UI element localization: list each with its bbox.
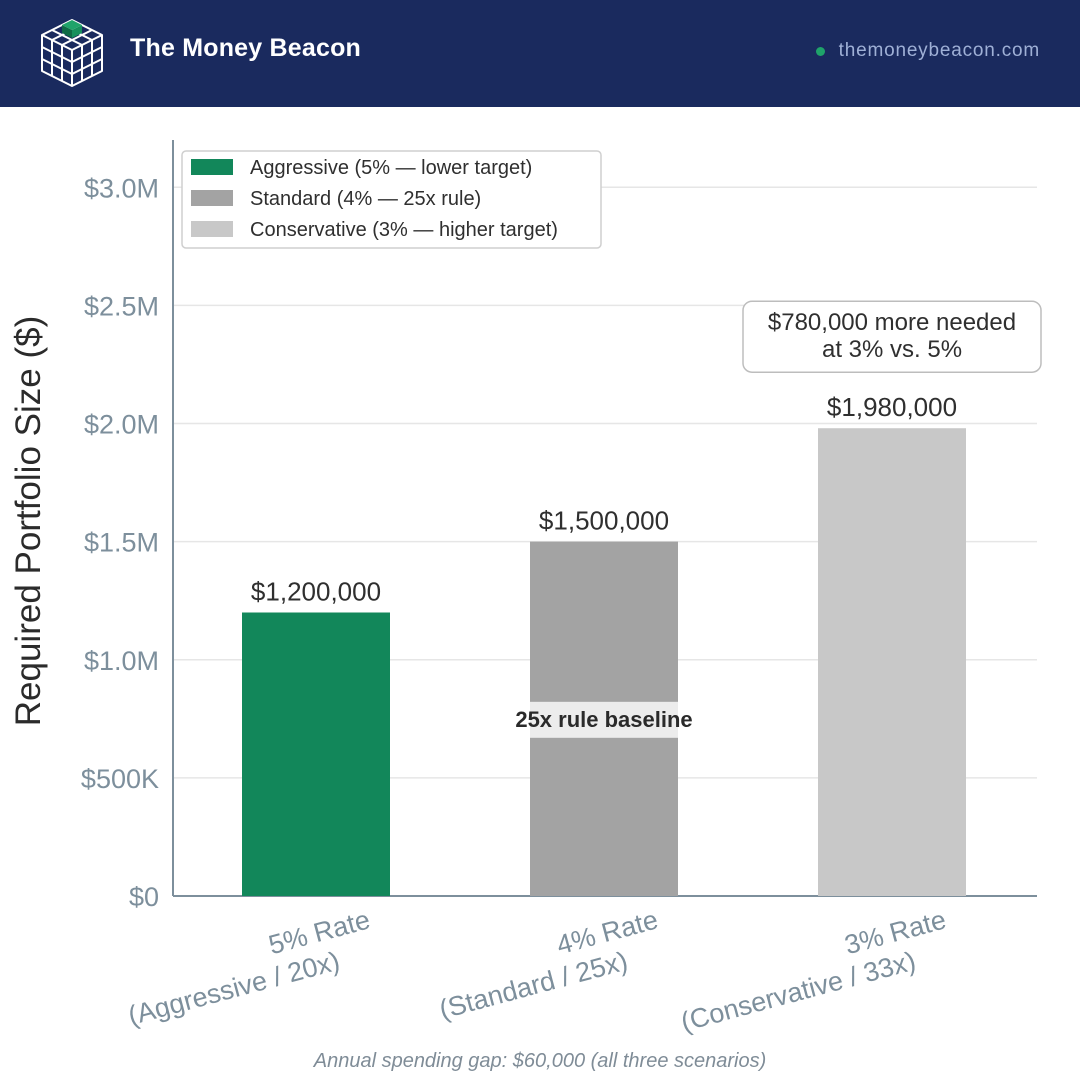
y-tick-label: $2.5M [84, 291, 159, 321]
legend-label: Standard (4% — 25x rule) [250, 188, 481, 210]
x-tick-labels: 5% Rate(Aggressive / 20x) 4% Rate(Standar… [117, 904, 957, 1037]
y-axis-label: Required Portfolio Size ($) [9, 316, 48, 726]
status-dot-icon [815, 46, 825, 56]
legend-label: Conservative (3% — higher target) [250, 219, 558, 241]
cube-grid-icon [41, 19, 103, 87]
bar-chart: $0 $500K $1.0M $1.5M $2.0M $2.5M $3.0M $1,200,… [9, 140, 1042, 1037]
x-tick-label-line: (Standard / 25x) [436, 946, 631, 1025]
x-tick-label: 5% Rate(Aggressive / 20x) [117, 904, 382, 1031]
x-tick-label-line: (Conservative / 33x) [678, 946, 919, 1038]
x-tick-label: 3% Rate(Conservative / 33x) [669, 904, 957, 1037]
y-tick-label: $1.0M [84, 646, 159, 676]
x-tick-label: 4% Rate(Standard / 25x) [428, 904, 670, 1024]
y-tick-label: $2.0M [84, 410, 159, 440]
callout-box [742, 300, 1042, 373]
site-url[interactable]: themoneybeacon.com [838, 40, 1040, 61]
legend-swatch [191, 159, 233, 175]
header-bar: The Money Beacon themoneybeacon.com [0, 0, 1080, 107]
bar-value-label: $1,980,000 [827, 392, 957, 422]
callout-text: $780,000 more needed [768, 309, 1016, 336]
legend: Aggressive (5% — lower target) Standard (… [181, 150, 602, 249]
bar [818, 428, 966, 896]
brand-name: The Money Beacon [130, 34, 362, 62]
legend-swatch [191, 190, 233, 206]
y-tick-label: $3.0M [84, 173, 159, 203]
bar [242, 612, 390, 896]
bar-value-label: $1,200,000 [251, 577, 381, 607]
y-tick-label: $0 [129, 882, 159, 912]
y-tick-labels: $0 $500K $1.0M $1.5M $2.0M $2.5M $3.0M [81, 173, 159, 912]
bar-value-label: $1,500,000 [539, 506, 669, 536]
y-tick-label: $500K [81, 764, 159, 794]
baseline-label: 25x rule baseline [515, 707, 692, 732]
annotations: 25x rule baseline $780,000 more neededat … [515, 300, 1042, 738]
footnote: Annual spending gap: $60,000 (all three … [313, 1050, 767, 1072]
legend-swatch [191, 221, 233, 237]
bars: $1,200,000 $1,500,000 $1,980,000 [242, 392, 966, 896]
callout-text: at 3% vs. 5% [822, 336, 962, 363]
legend-label: Aggressive (5% — lower target) [250, 157, 532, 179]
x-tick-label-line: (Aggressive / 20x) [125, 946, 343, 1031]
legend-box [181, 150, 602, 249]
y-tick-label: $1.5M [84, 528, 159, 558]
baseline-label-bg [530, 701, 678, 738]
site-link[interactable]: themoneybeacon.com [815, 40, 1040, 62]
